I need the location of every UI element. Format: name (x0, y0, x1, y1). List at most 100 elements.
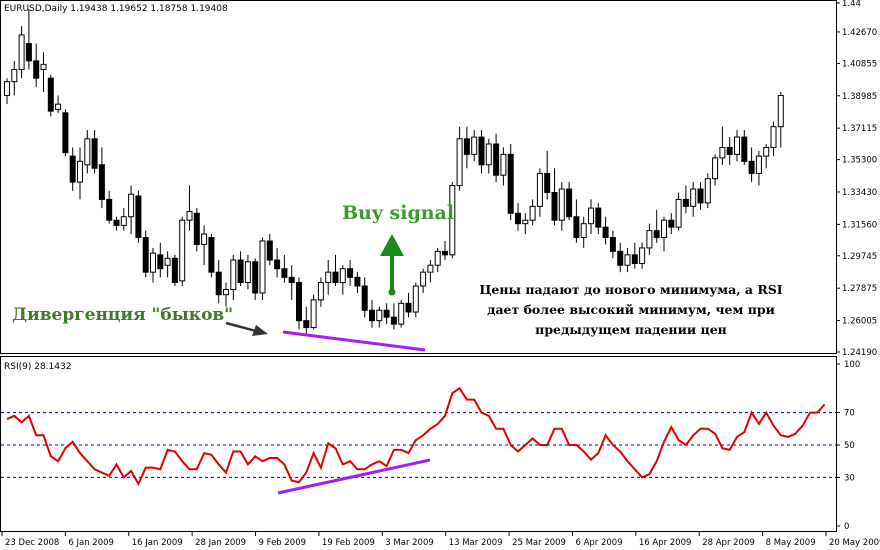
candle-body-down (609, 237, 616, 252)
candle (588, 199, 594, 235)
candle (369, 299, 375, 328)
price-tick-label: 1.24190 (842, 348, 877, 358)
candle (179, 216, 186, 287)
candle (84, 130, 91, 174)
candle (252, 258, 259, 300)
candle (661, 216, 667, 252)
price-tick-label: 1.31560 (842, 220, 877, 230)
candle (639, 242, 646, 269)
candle-body-up (770, 126, 777, 148)
candle (412, 282, 419, 318)
candle (668, 213, 675, 235)
note-line-1: Цены падают до нового минимума, а RSI (479, 282, 782, 297)
candle (420, 268, 427, 293)
rsi-tick-label: 100 (844, 360, 860, 370)
candle (573, 199, 580, 243)
price-panel-label: EURUSD,Daily 1.19438 1.19652 1.18758 1.1… (4, 4, 228, 14)
candle (646, 223, 653, 255)
candle-body-up (777, 95, 784, 128)
price-tick-label: 1.38985 (842, 92, 877, 102)
candle (40, 52, 47, 93)
candle (237, 251, 244, 287)
candle (624, 247, 631, 273)
candle-body-down (390, 316, 397, 325)
date-tick-label: 8 May 2009 (766, 538, 816, 548)
candle (310, 294, 317, 330)
candle-body-down (602, 226, 609, 239)
candle-body-up (536, 172, 543, 207)
price-tick-label: 1.40855 (842, 59, 877, 69)
date-axis: 23 Dec 2008 6 Jan 2009 16 Jan 2009 28 Jan 2… (1, 532, 880, 548)
candle-body-down (595, 207, 602, 228)
candle (405, 292, 412, 318)
date-tick-label: 3 Mar 2009 (385, 538, 433, 548)
candle-body-up (84, 138, 91, 166)
candle-body-up (558, 188, 565, 221)
candle (376, 306, 383, 328)
candle (361, 277, 368, 318)
candle-body-up (675, 198, 682, 228)
candle-body-down (106, 198, 113, 221)
candle (741, 130, 748, 165)
candle (296, 277, 302, 330)
candle (77, 147, 83, 200)
date-tick-label: 19 Feb 2009 (322, 538, 375, 548)
candle (91, 130, 98, 174)
candle-body-down (347, 268, 354, 278)
candle (55, 95, 62, 113)
candle-body-up (719, 146, 726, 159)
candle (712, 154, 719, 186)
candle (332, 254, 339, 287)
candle-body-up (398, 302, 405, 325)
rsi-series-line (6, 386, 826, 487)
candle-body-down (361, 285, 368, 311)
candle-body-down (303, 320, 310, 329)
candle (456, 126, 463, 191)
rsi-line-layer (6, 386, 826, 487)
candle-body-down (383, 309, 390, 318)
candle-body-up (529, 205, 536, 221)
candle-body-down (193, 212, 200, 245)
candle-body-down (281, 268, 288, 278)
candle-body-down (208, 237, 215, 273)
candle-body-down (573, 216, 580, 239)
candle (558, 182, 565, 231)
candle-body-down (405, 302, 412, 313)
candle (748, 147, 755, 183)
candle-body-up (230, 259, 237, 290)
candle-body-down (493, 143, 500, 176)
divergence-arrow-icon (225, 321, 268, 336)
candle-body-down (668, 219, 675, 228)
candle (500, 147, 507, 186)
candle-body-down (296, 282, 302, 322)
candle-body-up (449, 185, 456, 256)
candle (11, 60, 18, 96)
candle (62, 109, 69, 157)
candle-body-down (726, 146, 733, 155)
candle (536, 168, 543, 217)
candle-body-down (741, 136, 748, 162)
candle-body-up (624, 254, 631, 266)
bull-divergence-text: Дивергенция "быков" (12, 305, 233, 325)
candle (763, 144, 770, 169)
note-line-3: предыдущем падении цен (535, 322, 727, 337)
candle (274, 247, 281, 278)
candle (566, 182, 573, 221)
rsi-tick-label: 0 (844, 522, 849, 532)
candle (4, 78, 10, 105)
price-tick-label: 1.26005 (842, 317, 877, 327)
candle-body-down (266, 240, 273, 261)
candle-body-up (77, 160, 83, 183)
candle (98, 147, 105, 209)
candle (208, 234, 215, 278)
candle (325, 260, 332, 295)
candle-body-up (485, 143, 492, 166)
candle-body-up (40, 63, 47, 71)
candle-body-down (215, 271, 222, 296)
candle-body-down (91, 138, 98, 169)
candle-body-up (712, 157, 719, 180)
rsi-tick-label: 30 (844, 473, 855, 483)
candle (230, 254, 237, 300)
candle-body-down (544, 172, 551, 193)
candle-body-down (157, 254, 164, 270)
